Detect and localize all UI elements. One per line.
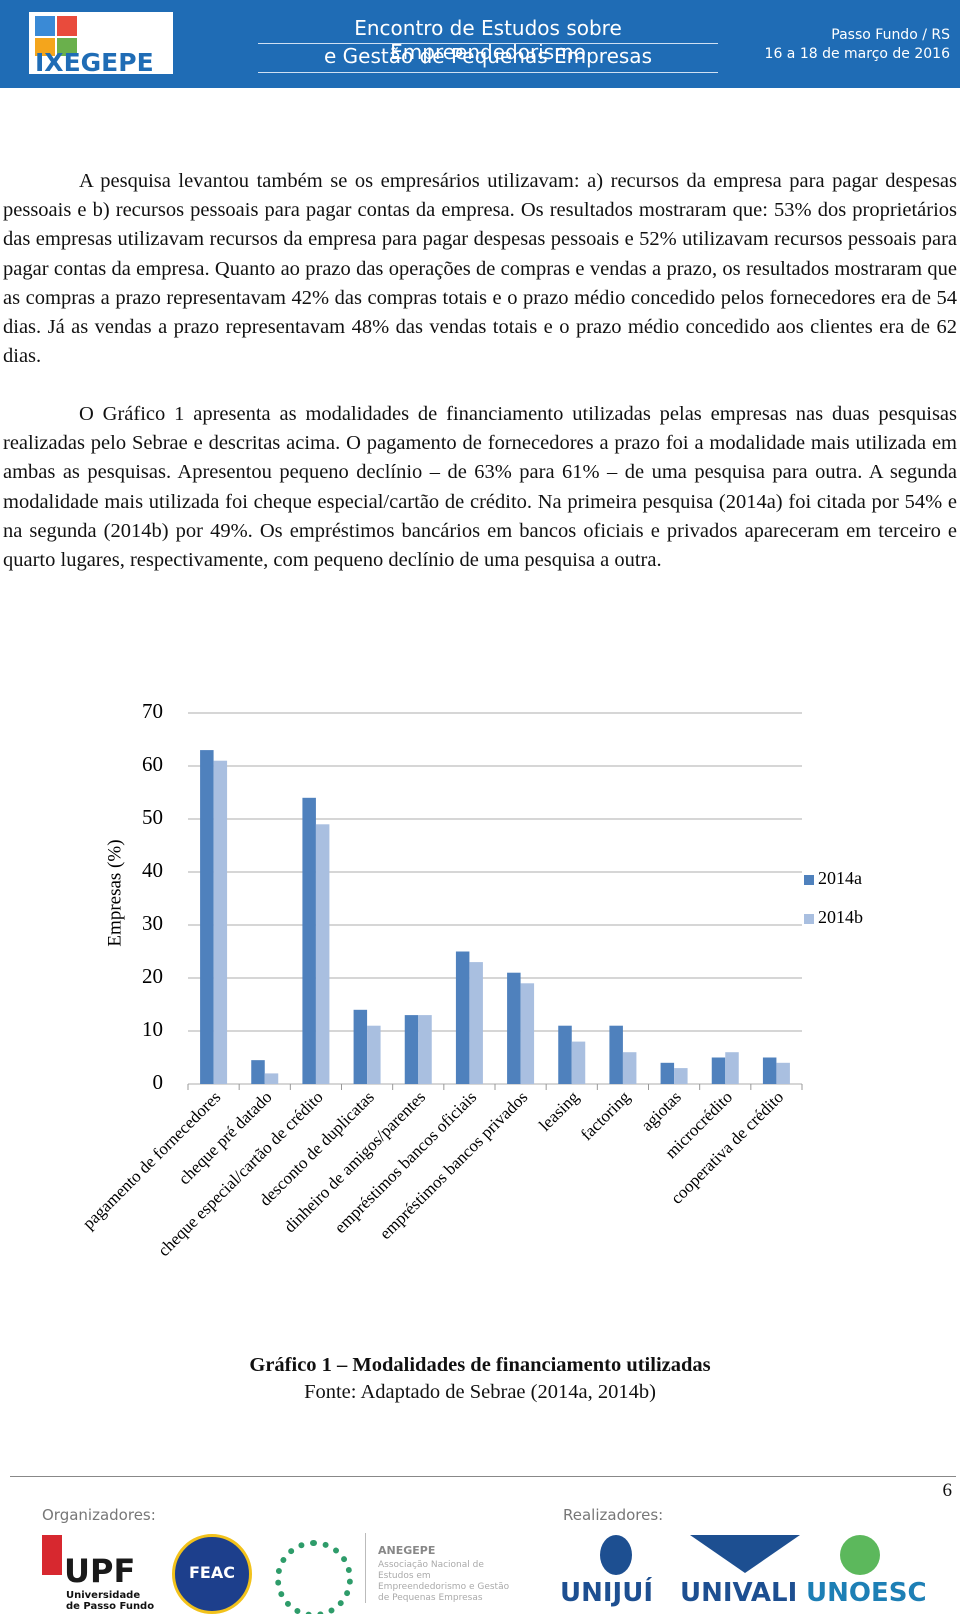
y-tick-label: 30 [142, 911, 163, 935]
bar [469, 962, 483, 1084]
bar [353, 1009, 368, 1084]
header-place: Passo Fundo / RS [831, 27, 950, 43]
bar [455, 951, 470, 1084]
bar [418, 1015, 432, 1084]
y-tick-label: 50 [142, 805, 163, 829]
header-title: Encontro de Estudos sobre Empreendedoris… [354, 16, 622, 64]
bar [264, 1073, 279, 1084]
bar [367, 1025, 381, 1084]
legend-label: 2014a [818, 868, 862, 888]
anegepe-logo: ANEGEPE [378, 1544, 436, 1557]
feac-logo: FEAC [189, 1563, 235, 1582]
bar [213, 760, 228, 1084]
bar [660, 1062, 675, 1084]
bar [711, 1057, 726, 1084]
figure-source: Fonte: Adaptado de Sebrae (2014a, 2014b) [304, 1381, 656, 1403]
x-tick-label: agiotas [637, 1087, 684, 1134]
header-title: e Gestão de Pequenas Empresas [324, 44, 652, 68]
bar [674, 1068, 688, 1084]
logo-text: IXEGEPE [35, 48, 154, 77]
bar [558, 1025, 572, 1084]
logo: IXEGEPE [29, 12, 173, 77]
paragraph: O Gráfico 1 apresenta as modalidades de … [3, 403, 957, 572]
upf-name: Universidade de Passo Fundo [66, 1590, 155, 1612]
y-axis-label: Empresas (%) [104, 839, 125, 946]
bar [571, 1041, 586, 1084]
page-number: 6 [942, 1480, 953, 1501]
figure-caption: Gráfico 1 – Modalidades de financiamento… [249, 1354, 711, 1376]
anegepe-name: Associação Nacional de Estudos em Empree… [378, 1560, 510, 1603]
realizers-label: Realizadores: [563, 1506, 664, 1524]
bar [622, 1052, 637, 1084]
y-tick-label: 20 [142, 964, 163, 988]
y-tick-label: 60 [142, 752, 163, 776]
x-tick-label: leasing [535, 1087, 583, 1135]
bar [725, 1052, 739, 1084]
bar [762, 1057, 777, 1084]
bar [609, 1025, 623, 1084]
y-tick-label: 70 [142, 699, 163, 723]
y-tick-label: 10 [142, 1017, 163, 1041]
bar [200, 750, 214, 1084]
unoesc-logo: UNOESC [806, 1578, 927, 1608]
bar [776, 1062, 790, 1084]
univali-logo: UNIVALI [680, 1578, 798, 1608]
header-dates: 16 a 18 de março de 2016 [764, 46, 950, 62]
y-tick-label: 0 [153, 1070, 164, 1094]
bar [251, 1060, 265, 1084]
upf-logo: UPF [64, 1552, 136, 1590]
legend-swatch [804, 875, 814, 885]
bar [507, 972, 521, 1084]
bar [520, 983, 535, 1084]
y-tick-label: 40 [142, 858, 163, 882]
bar [315, 824, 330, 1084]
paragraph: A pesquisa levantou também se os empresá… [3, 170, 957, 368]
unijui-logo: UNIJUÍ [560, 1578, 654, 1608]
bar [404, 1015, 419, 1084]
header-banner: IXEGEPE Encontro de Estudos sobre Empree… [0, 0, 960, 88]
organizers-label: Organizadores: [42, 1506, 156, 1524]
x-tick-label: factoring [577, 1087, 634, 1144]
bar [302, 797, 316, 1084]
x-tick-label: cheque pré datado [175, 1087, 276, 1188]
legend-label: 2014b [818, 907, 863, 927]
legend-swatch [804, 914, 814, 924]
